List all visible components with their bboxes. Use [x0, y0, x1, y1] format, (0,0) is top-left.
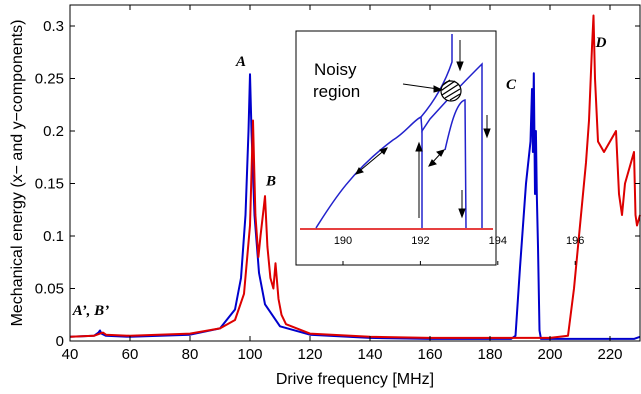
- inset-blue-curve-lower: [315, 62, 483, 229]
- peak-annotations: A B C D A’, B’: [72, 35, 607, 319]
- axis-ticks: 40 60 80 100 120 140 160 180 200 220 0 0.05 0.1 0.15 0…: [35, 5, 640, 363]
- inset-tick-labels: 190 192 194 196: [334, 235, 584, 265]
- x-tick-label: 80: [182, 346, 199, 363]
- inset-x-tick-label: 196: [566, 235, 584, 247]
- x-tick-label: 220: [597, 346, 622, 363]
- inset-frame: [295, 30, 497, 266]
- noisy-region-hatch: [441, 79, 461, 101]
- x-tick-label: 100: [237, 346, 262, 363]
- y-axis-label: Mechanical energy (x− and y−components): [9, 20, 26, 327]
- y-tick-label: 0.1: [43, 228, 64, 245]
- inset-panel: Noisy region 190 192 194 196: [295, 30, 584, 266]
- inset-x-tick-label: 192: [411, 235, 429, 247]
- inset-x-tick-label: 190: [334, 235, 352, 247]
- y-tick-label: 0: [56, 333, 64, 350]
- peak-label: D: [595, 35, 607, 51]
- y-tick-label: 0.25: [35, 71, 64, 88]
- inset-arrows: [355, 40, 491, 219]
- x-axis-label: Drive frequency [MHz]: [276, 371, 434, 388]
- inset-note-line1: Noisy: [314, 60, 357, 79]
- peak-label: B: [265, 174, 276, 190]
- peak-label: A: [235, 54, 246, 70]
- plot-frame: [69, 4, 641, 342]
- x-tick-label: 40: [62, 346, 79, 363]
- x-tick-label: 140: [357, 346, 382, 363]
- x-tick-label: 180: [477, 346, 502, 363]
- y-tick-label: 0.05: [35, 281, 64, 298]
- peak-label: C: [506, 77, 517, 93]
- peak-label: A’, B’: [72, 303, 109, 319]
- inset-blue-curve-upper: [444, 99, 467, 229]
- x-tick-label: 160: [417, 346, 442, 363]
- inset-note-line2: region: [313, 82, 360, 101]
- y-tick-label: 0.15: [35, 176, 64, 193]
- x-tick-label: 120: [297, 346, 322, 363]
- series-2-line: [69, 14, 641, 339]
- y-tick-label: 0.3: [43, 18, 64, 35]
- inset-x-tick-label: 194: [489, 235, 507, 247]
- x-tick-label: 200: [537, 346, 562, 363]
- y-tick-label: 0.2: [43, 123, 64, 140]
- x-tick-label: 60: [122, 346, 139, 363]
